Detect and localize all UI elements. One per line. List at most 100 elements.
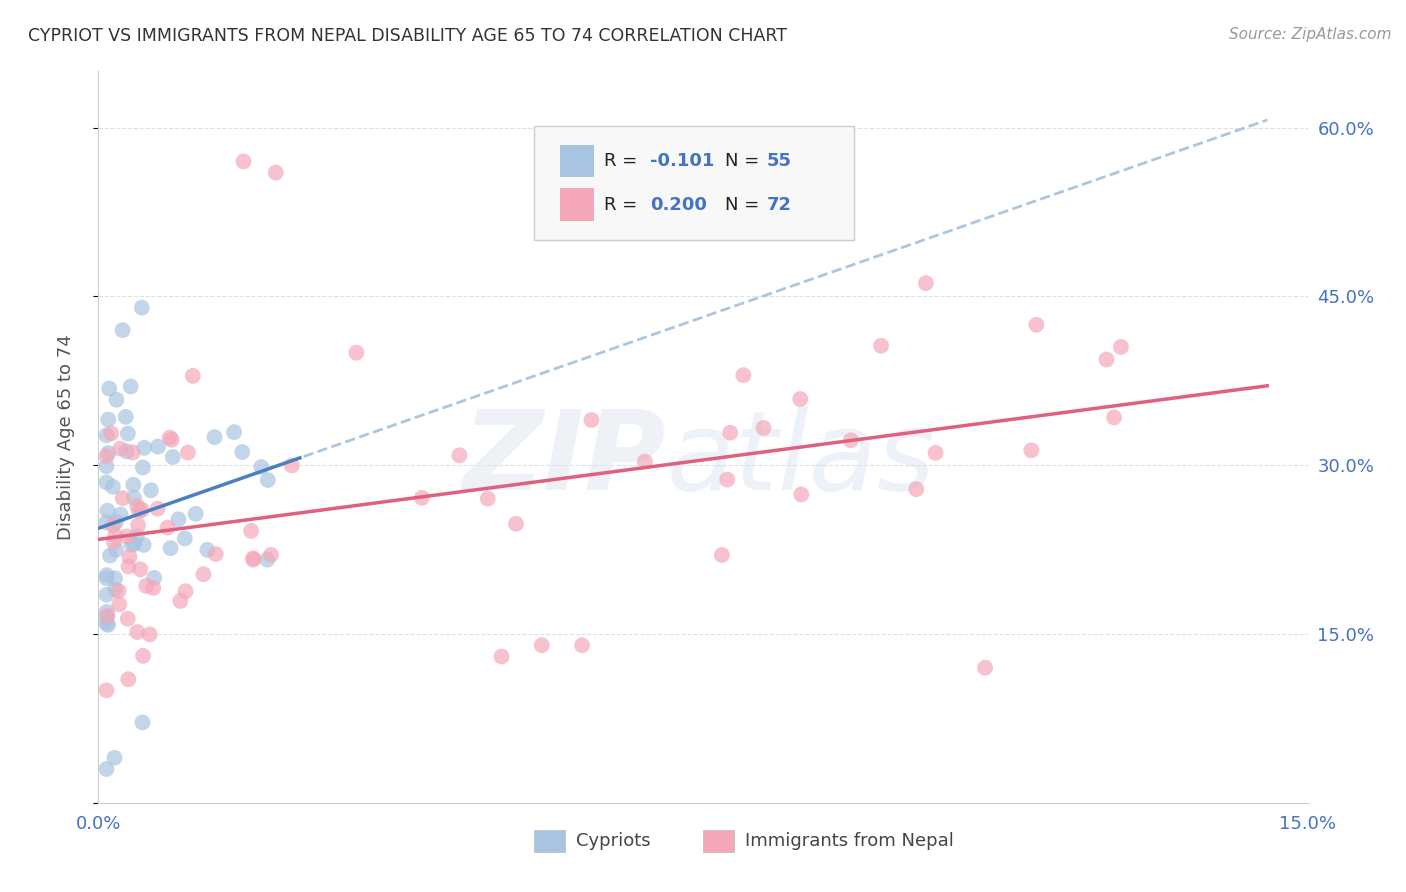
Point bbox=[160, 433, 183, 447]
Point bbox=[96, 588, 118, 602]
Point bbox=[128, 504, 150, 518]
Text: R =: R = bbox=[603, 152, 643, 170]
Point bbox=[117, 672, 139, 686]
Point bbox=[117, 559, 139, 574]
Text: atlas: atlas bbox=[666, 406, 935, 513]
Point bbox=[104, 515, 127, 529]
Text: N =: N = bbox=[724, 196, 765, 214]
Point bbox=[110, 442, 132, 456]
Point bbox=[132, 460, 155, 475]
Point bbox=[104, 528, 127, 542]
Text: 72: 72 bbox=[768, 196, 792, 214]
FancyBboxPatch shape bbox=[534, 126, 855, 240]
Text: CYPRIOT VS IMMIGRANTS FROM NEPAL DISABILITY AGE 65 TO 74 CORRELATION CHART: CYPRIOT VS IMMIGRANTS FROM NEPAL DISABIL… bbox=[28, 27, 787, 45]
Point bbox=[177, 445, 200, 459]
Point bbox=[146, 440, 169, 454]
Point bbox=[96, 605, 118, 619]
Point bbox=[97, 608, 120, 623]
Point bbox=[974, 661, 997, 675]
Point bbox=[634, 454, 657, 468]
Point bbox=[1095, 352, 1118, 367]
Point bbox=[122, 477, 145, 491]
Point bbox=[491, 649, 513, 664]
Point bbox=[477, 491, 499, 506]
Point bbox=[97, 618, 120, 632]
Point bbox=[156, 520, 179, 534]
Point bbox=[204, 547, 226, 561]
Point bbox=[204, 430, 226, 444]
Point bbox=[169, 594, 191, 608]
Point bbox=[242, 552, 264, 566]
Point bbox=[96, 762, 118, 776]
Point bbox=[98, 549, 121, 563]
Point bbox=[104, 542, 127, 557]
Point bbox=[1102, 410, 1125, 425]
Point bbox=[581, 413, 603, 427]
Point bbox=[103, 518, 125, 533]
Text: ZIP: ZIP bbox=[463, 406, 666, 513]
Point bbox=[96, 459, 118, 474]
Point bbox=[142, 581, 165, 595]
Point bbox=[162, 450, 184, 464]
Point bbox=[117, 612, 139, 626]
Point bbox=[122, 491, 145, 505]
Point bbox=[104, 571, 127, 585]
Text: 0.200: 0.200 bbox=[650, 196, 707, 214]
Point bbox=[98, 382, 121, 396]
Point bbox=[924, 446, 946, 460]
Point bbox=[124, 537, 146, 551]
Point bbox=[905, 482, 928, 496]
Point bbox=[118, 549, 141, 564]
Point bbox=[127, 518, 149, 533]
Point bbox=[132, 538, 155, 552]
Point bbox=[1025, 318, 1047, 332]
Point bbox=[139, 483, 162, 498]
Point bbox=[125, 529, 148, 543]
Point bbox=[110, 508, 132, 522]
Point bbox=[174, 584, 197, 599]
Point bbox=[146, 501, 169, 516]
Point bbox=[231, 445, 253, 459]
Point bbox=[449, 448, 471, 462]
Point bbox=[411, 491, 433, 505]
Point bbox=[134, 441, 156, 455]
Point bbox=[101, 480, 124, 494]
Point bbox=[240, 524, 263, 538]
Point bbox=[143, 571, 166, 585]
Point bbox=[121, 538, 143, 552]
Point bbox=[344, 345, 367, 359]
Point bbox=[752, 421, 775, 435]
Text: N =: N = bbox=[724, 152, 765, 170]
Point bbox=[107, 584, 129, 599]
Point bbox=[242, 551, 264, 566]
Point bbox=[105, 392, 128, 407]
Text: R =: R = bbox=[603, 196, 643, 214]
Point bbox=[193, 567, 215, 582]
Point bbox=[184, 507, 207, 521]
Point bbox=[222, 425, 245, 439]
Point bbox=[97, 412, 120, 426]
Point bbox=[120, 379, 142, 393]
Point bbox=[138, 627, 160, 641]
Point bbox=[135, 579, 157, 593]
Point bbox=[790, 487, 813, 501]
Point bbox=[716, 473, 738, 487]
Text: Source: ZipAtlas.com: Source: ZipAtlas.com bbox=[1229, 27, 1392, 42]
Point bbox=[127, 625, 149, 640]
Y-axis label: Disability Age 65 to 74: Disability Age 65 to 74 bbox=[56, 334, 75, 540]
Text: -0.101: -0.101 bbox=[650, 152, 714, 170]
Point bbox=[97, 446, 120, 460]
Point bbox=[96, 475, 118, 490]
Point bbox=[127, 499, 149, 513]
Point bbox=[250, 460, 273, 475]
Point bbox=[103, 751, 125, 765]
Point bbox=[96, 568, 118, 582]
Point bbox=[129, 562, 152, 576]
Point bbox=[103, 535, 125, 549]
FancyBboxPatch shape bbox=[561, 145, 595, 178]
Point bbox=[131, 503, 153, 517]
Point bbox=[96, 449, 118, 463]
Point bbox=[96, 504, 118, 518]
FancyBboxPatch shape bbox=[561, 188, 595, 221]
Point bbox=[96, 616, 118, 631]
